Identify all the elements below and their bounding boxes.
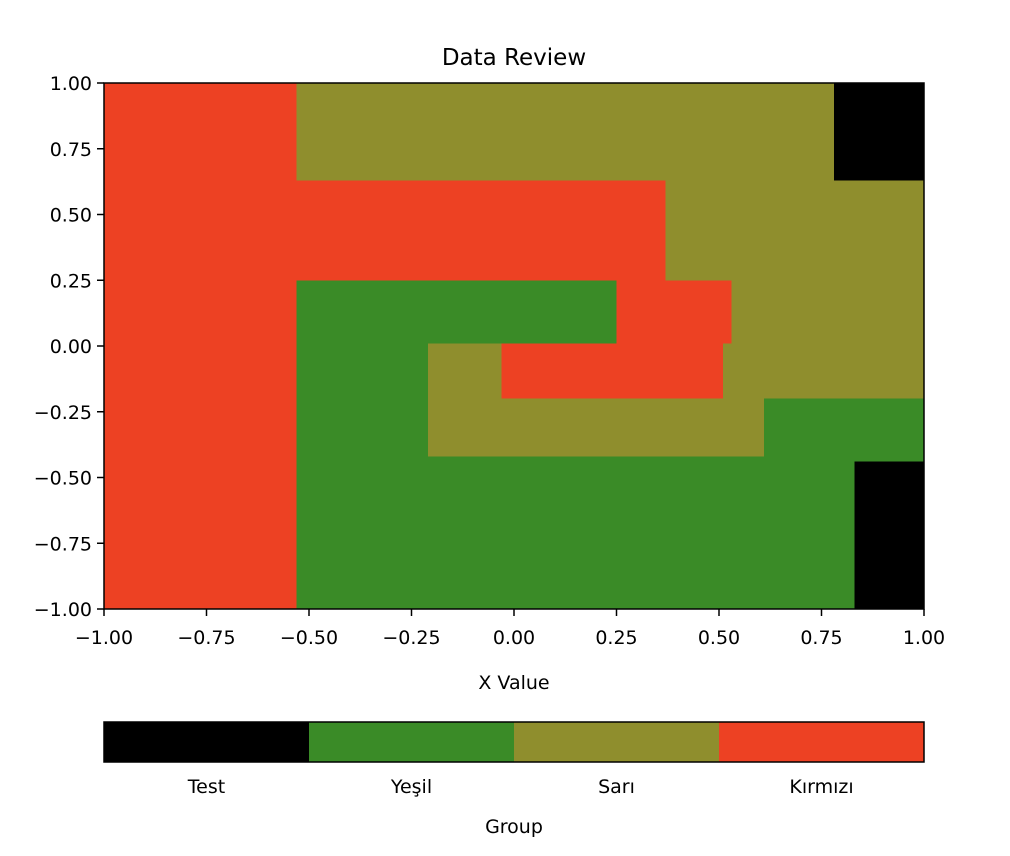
colorbar-swatch-3 — [719, 722, 924, 762]
heatmap-region-2 — [833, 83, 924, 181]
colorbar-swatch-0 — [104, 722, 309, 762]
y-tick-label: 0.75 — [50, 139, 92, 161]
colorbar-frame — [103, 721, 925, 763]
colorbar-tick-label: Sarı — [598, 776, 635, 798]
heatmap-regions — [104, 83, 924, 609]
heatmap-region-12 — [427, 456, 855, 609]
x-tick-label: −0.75 — [177, 627, 235, 649]
x-tick-label: −0.25 — [382, 627, 440, 649]
colorbar-swatch-1 — [309, 722, 514, 762]
x-axis-label: X Value — [478, 672, 549, 694]
y-tick-label: 1.00 — [50, 73, 92, 95]
x-tick-label: 0.75 — [800, 627, 842, 649]
y-tick-label: 0.50 — [50, 205, 92, 227]
colorbar-tick-label: Yeşil — [390, 776, 432, 798]
heatmap-region-11 — [764, 398, 924, 462]
heatmap-region-13 — [854, 461, 924, 609]
heatmap-region-0 — [104, 83, 297, 609]
y-tick-label: −1.00 — [34, 599, 92, 621]
heatmap-region-10 — [501, 398, 765, 457]
y-tick-label: −0.75 — [34, 533, 92, 555]
y-tick-label: −0.50 — [34, 468, 92, 490]
x-tick-label: 1.00 — [903, 627, 945, 649]
colorbar: Test Yeşil Sarı Kırmızı — [103, 721, 925, 798]
y-tick-label: −0.25 — [34, 402, 92, 424]
colorbar-swatch-2 — [514, 722, 719, 762]
x-tick-label: −1.00 — [75, 627, 133, 649]
y-axis: −1.00 −0.75 −0.50 −0.25 0.00 0.25 0.50 0.75 1.00 — [34, 73, 104, 621]
chart-title: Data Review — [442, 45, 586, 71]
heatmap-region-9 — [501, 343, 724, 399]
x-tick-label: 0.50 — [698, 627, 740, 649]
y-tick-label: 0.00 — [50, 336, 92, 358]
heatmap-region-3 — [296, 180, 666, 281]
x-tick-label: −0.50 — [280, 627, 338, 649]
heatmap-region-1 — [296, 83, 834, 181]
colorbar-tick-label: Test — [187, 776, 225, 798]
heatmap-region-8 — [427, 343, 502, 457]
colorbar-tick-label: Kırmızı — [789, 776, 853, 798]
heatmap-region-7 — [296, 343, 428, 609]
colorbar-label: Group — [485, 816, 543, 838]
x-tick-label: 0.25 — [595, 627, 637, 649]
y-tick-label: 0.25 — [50, 270, 92, 292]
heatmap-region-6 — [616, 280, 732, 344]
heatmap-region-5 — [296, 280, 617, 344]
x-axis: −1.00 −0.75 −0.50 −0.25 0.00 0.25 0.50 0.75 1.00 — [75, 609, 945, 649]
x-tick-label: 0.00 — [493, 627, 535, 649]
